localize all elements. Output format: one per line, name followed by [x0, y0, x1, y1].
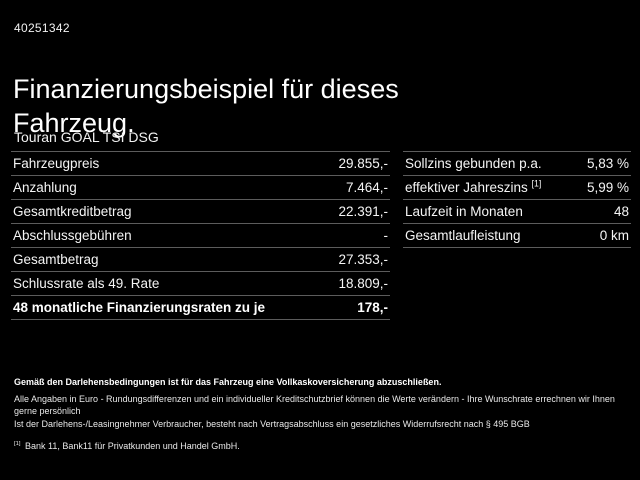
row-label: Sollzins gebunden p.a.	[405, 156, 542, 171]
table-row: Anzahlung 7.464,-	[11, 175, 390, 199]
row-label: Gesamtbetrag	[13, 252, 99, 267]
conditions-table: Sollzins gebunden p.a. 5,83 % effektiver J…	[403, 151, 631, 248]
row-label: Fahrzeugpreis	[13, 156, 100, 171]
footnote-marker: [1]	[14, 441, 21, 447]
footer-disclaimer: Alle Angaben in Euro - Rundungsdifferenz…	[14, 394, 615, 416]
footer-insurance-note: Gemäß den Darlehensbedingungen ist für d…	[14, 377, 442, 387]
table-row: Laufzeit in Monaten 48	[403, 199, 631, 223]
table-row: Gesamtlaufleistung 0 km	[403, 223, 631, 247]
financing-tables: Fahrzeugpreis 29.855,- Anzahlung 7.464,- Ges…	[11, 151, 632, 320]
row-value: 48	[613, 204, 629, 219]
page-title-line1: Finanzierungsbeispiel für dieses	[13, 74, 399, 105]
table-row: Gesamtkreditbetrag 22.391,-	[11, 199, 390, 223]
row-value: 0 km	[599, 228, 629, 243]
footer: Gemäß den Darlehensbedingungen ist für d…	[14, 376, 626, 452]
vehicle-name: Touran GOAL TSI DSG	[14, 129, 159, 145]
row-label: Gesamtkreditbetrag	[13, 204, 132, 219]
row-value: 7.464,-	[345, 180, 388, 195]
page-title-line2: Fahrzeug.	[13, 108, 135, 139]
page-title: Finanzierungsbeispiel für dieses Fahrzeu…	[13, 72, 399, 140]
table-row: Gesamtbetrag 27.353,-	[11, 247, 390, 271]
footnote-text: Bank 11, Bank11 für Privatkunden und Han…	[25, 441, 240, 451]
row-label: effektiver Jahreszins [1]	[405, 178, 542, 195]
table-row: Sollzins gebunden p.a. 5,83 %	[403, 151, 631, 175]
row-label: Anzahlung	[13, 180, 77, 195]
row-value: 5,83 %	[586, 156, 629, 171]
footer-legal-note: Ist der Darlehens-/Leasingnehmer Verbrau…	[14, 419, 530, 429]
row-label: Laufzeit in Monaten	[405, 204, 523, 219]
row-label: 48 monatliche Finanzierungsraten zu je	[13, 300, 266, 315]
table-row: Schlussrate als 49. Rate 18.809,-	[11, 271, 390, 295]
row-label: Schlussrate als 49. Rate	[13, 276, 160, 291]
row-value: 178,-	[357, 300, 388, 315]
row-value: 29.855,-	[338, 156, 388, 171]
row-value: 5,99 %	[586, 180, 629, 195]
row-value: 27.353,-	[338, 252, 388, 267]
table-row: Fahrzeugpreis 29.855,-	[11, 151, 390, 175]
table-row: 48 monatliche Finanzierungsraten zu je 17…	[11, 295, 390, 319]
footer-footnote: [1] Bank 11, Bank11 für Privatkunden und…	[14, 440, 626, 452]
financing-table: Fahrzeugpreis 29.855,- Anzahlung 7.464,- Ges…	[11, 151, 390, 320]
row-value: 18.809,-	[338, 276, 388, 291]
row-label: Gesamtlaufleistung	[405, 228, 521, 243]
row-value: 22.391,-	[338, 204, 388, 219]
footnote-ref: [1]	[531, 178, 542, 189]
listing-id: 40251342	[14, 21, 70, 35]
table-row: Abschlussgebühren -	[11, 223, 390, 247]
table-row: effektiver Jahreszins [1] 5,99 %	[403, 175, 631, 199]
row-label: Abschlussgebühren	[13, 228, 132, 243]
row-value: -	[383, 228, 389, 243]
